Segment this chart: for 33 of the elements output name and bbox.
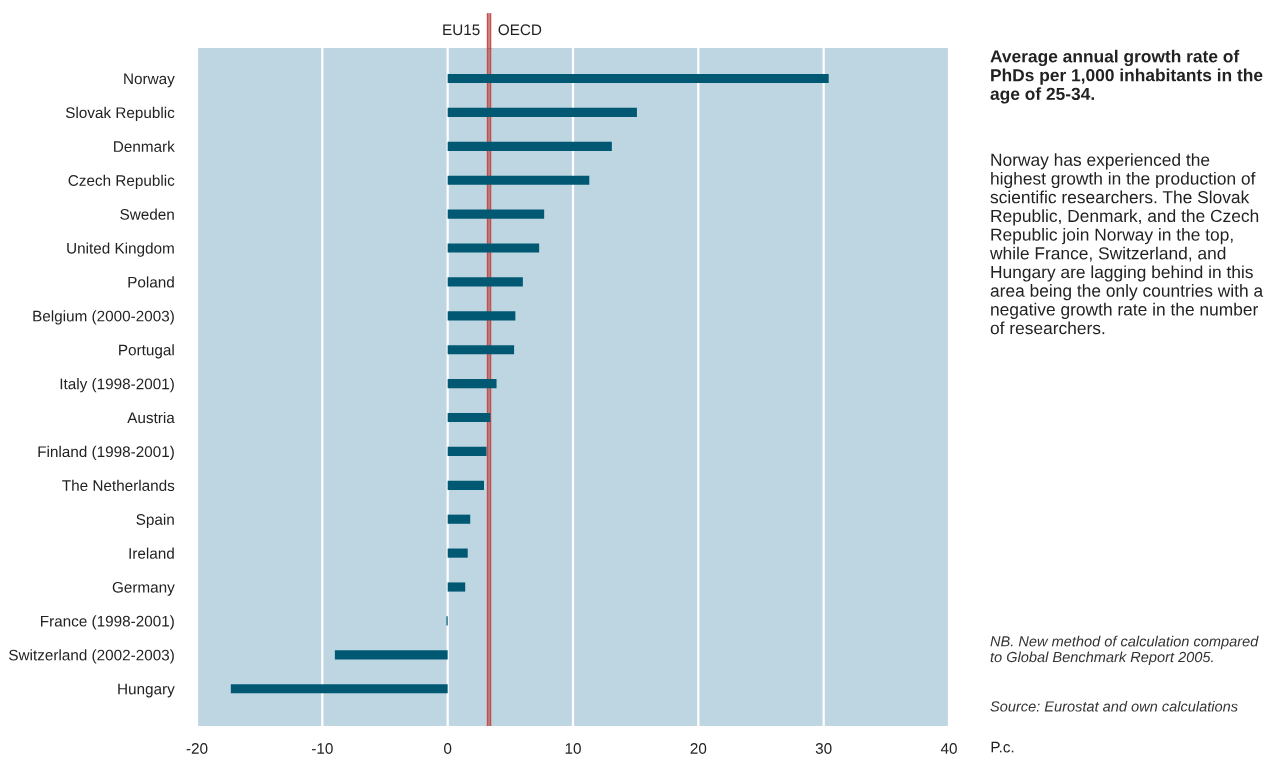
x-tick-label: -10 bbox=[311, 743, 333, 754]
x-tick-label: -20 bbox=[186, 743, 208, 754]
x-tick-label: 0 bbox=[444, 743, 452, 754]
ref-line-label: EU15 bbox=[443, 24, 480, 36]
x-axis-title: P.c. bbox=[991, 741, 1014, 753]
x-tick-label: 20 bbox=[690, 743, 707, 754]
y-tick-label: Slovak Republic bbox=[65, 106, 175, 122]
text: NB. New method of calculation compared to Global Benchmark Report 2005. bbox=[990, 635, 1259, 666]
y-tick-label: Denmark bbox=[114, 140, 175, 152]
x-tick-label: 30 bbox=[815, 743, 832, 754]
y-tick-label: Poland bbox=[128, 276, 174, 288]
y-tick-label: Spain bbox=[136, 513, 174, 528]
y-tick-label: Finland (1998-2001) bbox=[38, 445, 174, 461]
y-tick-label: Portugal bbox=[119, 344, 174, 359]
x-tick-label: 40 bbox=[940, 743, 957, 754]
y-tick-label: France (1998-2001) bbox=[41, 615, 174, 630]
y-tick-label: Czech Republic bbox=[68, 174, 175, 189]
y-tick-label: Switzerland (2002-2003) bbox=[9, 649, 174, 664]
y-tick-label: Belgium (2000-2003) bbox=[33, 310, 174, 325]
y-tick-label: Sweden bbox=[120, 208, 174, 220]
y-tick-label: Hungary bbox=[118, 683, 175, 698]
source-note: Source: Eurostat and own calculations bbox=[990, 700, 1238, 712]
y-tick-label: United Kingdom bbox=[67, 242, 174, 257]
text: Average annual growth rate of PhDs per 1,000 inhabitants in the age of 25-34. bbox=[990, 49, 1263, 104]
text: Norway has experienced the highest growth in the production of scientific researchers. The Slovak Republic, Denmark, and the Czech Republic join Norway in the top, while France, Switzerland, and Hungary are lagging behind in this area being the only countries with a negative growth rate in the number of researchers. bbox=[989, 153, 1264, 335]
y-tick-label: Ireland bbox=[129, 547, 174, 559]
y-tick-label: Norway bbox=[124, 73, 175, 88]
y-tick-label: Italy (1998-2001) bbox=[60, 378, 174, 393]
legend-label: OECD bbox=[498, 24, 542, 36]
y-tick-label: Germany bbox=[112, 581, 175, 596]
y-tick-label: The Netherlands bbox=[62, 479, 175, 491]
x-tick-label: 10 bbox=[565, 743, 581, 754]
y-tick-label: Austria bbox=[127, 411, 175, 424]
